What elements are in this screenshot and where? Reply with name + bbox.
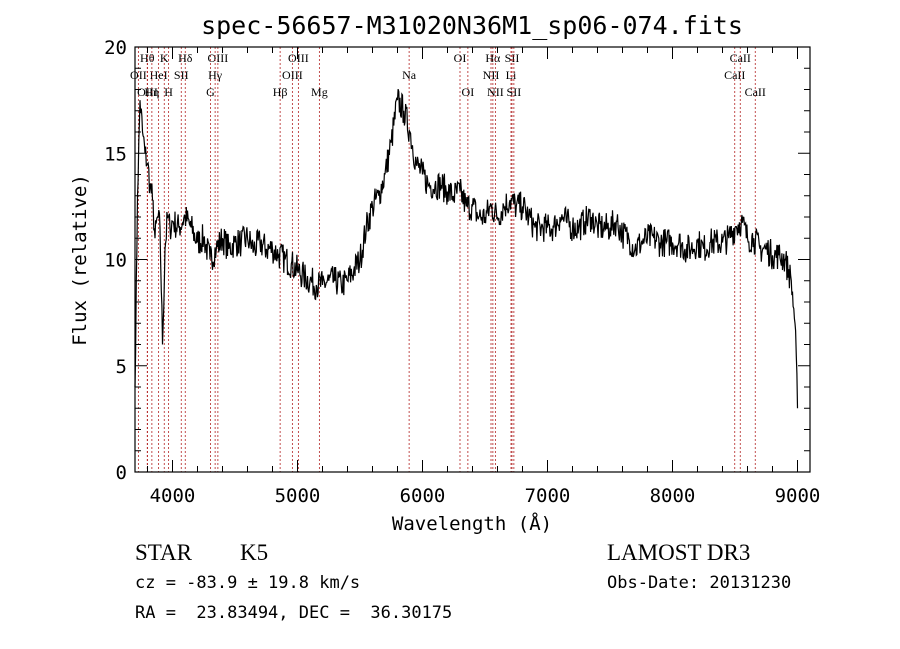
line-marker-label: Hα (485, 51, 501, 65)
line-marker-label: Li (506, 68, 517, 82)
line-marker-label: OII (130, 68, 147, 82)
x-axis: 4000 5000 6000 7000 8000 9000 (147, 47, 821, 507)
line-marker-label: G (206, 85, 215, 99)
line-marker-label: OI (454, 51, 467, 65)
survey-name: LAMOST DR3 (607, 540, 751, 565)
line-marker-label: NII (483, 68, 500, 82)
line-marker-label: CaII (730, 51, 751, 65)
object-subclass: K5 (240, 540, 269, 565)
line-marker-label: HeI (150, 68, 168, 82)
x-tick-label: 5000 (275, 485, 321, 507)
line-marker-label: SII (174, 68, 189, 82)
x-tick-label: 7000 (525, 485, 571, 507)
line-marker-label: OIII (288, 51, 309, 65)
line-marker-label: OIII (137, 85, 158, 99)
line-marker-label: OIII (282, 68, 303, 82)
x-axis-label: Wavelength (Å) (392, 512, 552, 535)
line-marker-label: SII (505, 51, 520, 65)
line-marker-label: OI (462, 85, 475, 99)
y-axis: 0 5 10 15 20 (104, 37, 810, 484)
y-tick-label: 5 (116, 356, 127, 378)
line-marker-label: Hδ (178, 51, 193, 65)
y-tick-label: 10 (104, 250, 127, 272)
line-marker-label: OIII (208, 51, 229, 65)
y-axis-label: Flux (relative) (69, 174, 91, 346)
x-tick-label: 4000 (150, 485, 196, 507)
line-marker-label: Hβ (273, 85, 288, 99)
y-tick-label: 15 (104, 143, 127, 165)
redshift-info: cz = -83.9 ± 19.8 km/s (135, 573, 361, 593)
line-marker-label: K (160, 51, 169, 65)
line-marker-label: CaII (745, 85, 766, 99)
line-marker-label: Hη (144, 85, 159, 99)
coordinates-info: RA = 23.83494, DEC = 36.30175 (135, 603, 453, 623)
line-marker-label: SII (507, 85, 522, 99)
x-tick-label: 8000 (650, 485, 696, 507)
object-class: STAR (135, 540, 192, 565)
line-markers: OIIHθOIIIHeIHηKHSIIHδGOIIIHγHβOIIIOIIIMg… (130, 47, 766, 472)
line-marker-label: H (164, 85, 173, 99)
observation-date: Obs-Date: 20131230 (607, 573, 792, 593)
line-marker-label: Na (402, 68, 417, 82)
line-marker-label: NII (487, 85, 504, 99)
spectrum-series (134, 88, 799, 409)
line-marker-label: CaII (724, 68, 745, 82)
line-marker-label: Hθ (140, 51, 155, 65)
x-tick-label: 9000 (775, 485, 821, 507)
y-tick-label: 0 (116, 462, 127, 484)
line-marker-label: Hγ (208, 68, 223, 82)
line-marker-label: Mg (311, 85, 328, 99)
plot-frame (134, 46, 811, 473)
y-tick-label: 20 (104, 37, 127, 59)
x-tick-label: 6000 (400, 485, 446, 507)
chart-title: spec-56657-M31020N36M1_sp06-074.fits (201, 11, 743, 40)
